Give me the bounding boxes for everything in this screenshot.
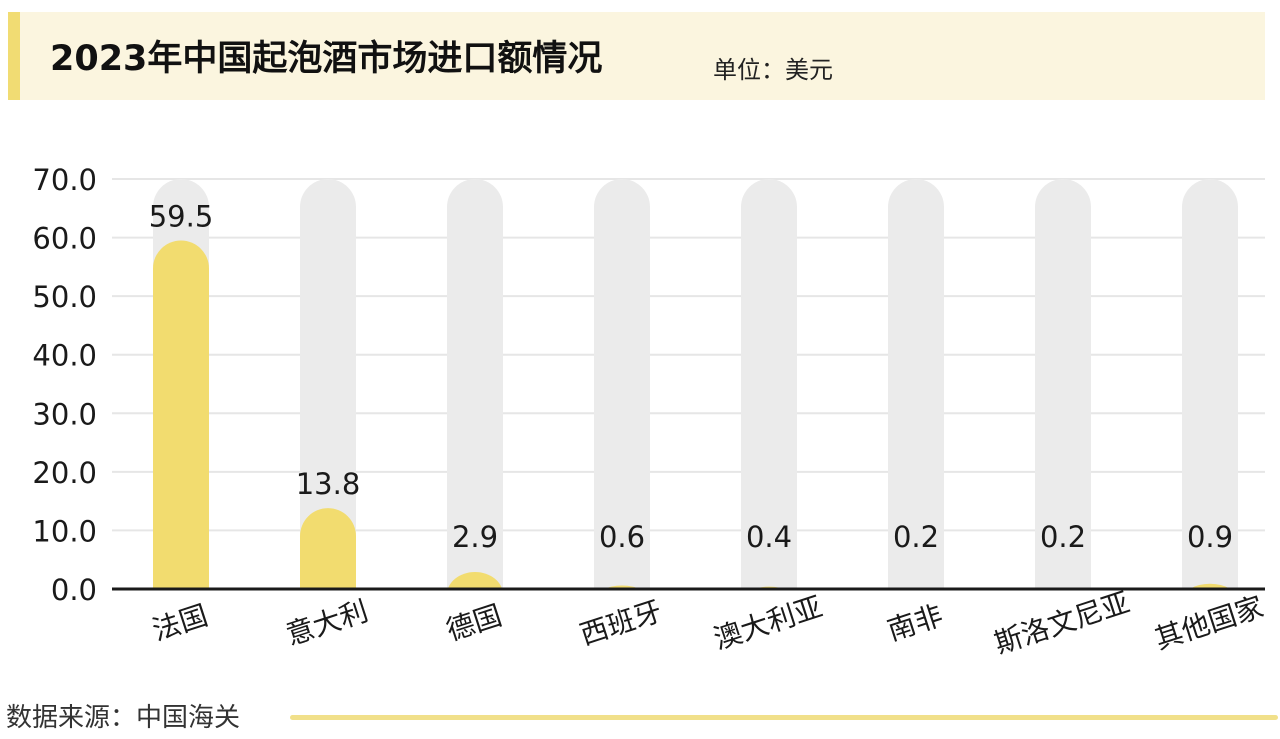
x-tick-label: 法国 xyxy=(148,599,211,648)
bar xyxy=(447,572,503,589)
bar-track xyxy=(888,179,944,589)
data-source: 数据来源：中国海关 xyxy=(6,703,241,733)
x-tick-label: 斯洛文尼亚 xyxy=(990,586,1133,661)
title-accent-bar xyxy=(8,12,20,100)
data-label: 0.9 xyxy=(1187,520,1233,554)
y-tick-label: 10.0 xyxy=(32,514,97,548)
x-tick-label: 澳大利亚 xyxy=(710,590,827,656)
data-label: 0.4 xyxy=(746,520,792,554)
x-tick-label: 南非 xyxy=(883,599,946,648)
bar-track xyxy=(1035,179,1091,589)
y-tick-label: 30.0 xyxy=(32,397,97,431)
x-tick-label: 其他国家 xyxy=(1151,590,1268,656)
data-label: 2.9 xyxy=(452,520,498,554)
y-tick-label: 70.0 xyxy=(32,163,97,197)
chart-title: 2023年中国起泡酒市场进口额情况 xyxy=(50,39,603,79)
data-label: 59.5 xyxy=(149,200,214,234)
bar-track xyxy=(741,179,797,589)
bar-track xyxy=(594,179,650,589)
bar-track xyxy=(1182,179,1238,589)
y-tick-label: 20.0 xyxy=(32,456,97,490)
bar xyxy=(153,240,209,589)
data-label: 13.8 xyxy=(296,467,361,501)
y-tick-label: 0.0 xyxy=(51,573,97,607)
data-label: 0.6 xyxy=(599,520,645,554)
bar-track xyxy=(300,179,356,589)
x-tick-label: 德国 xyxy=(442,599,505,648)
y-tick-label: 40.0 xyxy=(32,339,97,373)
unit-label: 单位：美元 xyxy=(713,56,833,84)
x-tick-label: 西班牙 xyxy=(576,594,666,651)
y-tick-label: 60.0 xyxy=(32,222,97,256)
x-tick-label: 意大利 xyxy=(282,594,372,651)
data-label: 0.2 xyxy=(893,520,939,554)
footer-divider xyxy=(290,715,1278,720)
title-banner: 2023年中国起泡酒市场进口额情况 单位：美元 xyxy=(8,12,1265,100)
bar-chart: 0.0 10.0 20.0 30.0 40.0 50.0 60.0 70.0 59.5 法国 13.… xyxy=(32,163,1268,661)
bar xyxy=(300,508,356,589)
data-label: 0.2 xyxy=(1040,520,1086,554)
bar-track xyxy=(447,179,503,589)
y-tick-label: 50.0 xyxy=(32,280,97,314)
